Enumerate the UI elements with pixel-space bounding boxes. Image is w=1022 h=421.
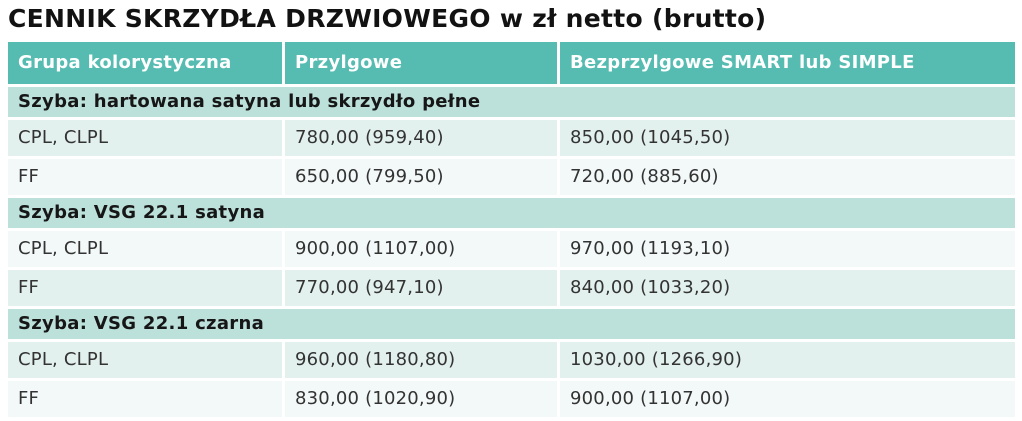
cell-bezprzylgowe: 970,00 (1193,10)	[560, 230, 1015, 267]
cell-przylgowe: 960,00 (1180,80)	[285, 341, 557, 378]
price-table: Grupa kolorystyczna Przylgowe Bezprzylgo…	[5, 39, 1018, 420]
column-header-group: Grupa kolorystyczna	[8, 41, 282, 84]
table-row: CPL, CLPL 960,00 (1180,80) 1030,00 (1266,9…	[8, 341, 1015, 378]
table-row: FF 770,00 (947,10) 840,00 (1033,20)	[8, 269, 1015, 306]
cell-bezprzylgowe: 840,00 (1033,20)	[560, 269, 1015, 306]
column-header-przylgowe: Przylgowe	[285, 41, 557, 84]
section-header: Szyba: VSG 22.1 satyna	[8, 197, 1015, 228]
cell-group: CPL, CLPL	[8, 119, 282, 156]
page-title: CENNIK SKRZYDŁA DRZWIOWEGO w zł netto (b…	[8, 4, 767, 33]
cell-group: CPL, CLPL	[8, 341, 282, 378]
table-row: FF 650,00 (799,50) 720,00 (885,60)	[8, 158, 1015, 195]
table-row: CPL, CLPL 780,00 (959,40) 850,00 (1045,50)	[8, 119, 1015, 156]
section-row: Szyba: hartowana satyna lub skrzydło peł…	[8, 86, 1015, 117]
table-row: CPL, CLPL 900,00 (1107,00) 970,00 (1193,10…	[8, 230, 1015, 267]
cell-bezprzylgowe: 720,00 (885,60)	[560, 158, 1015, 195]
table-header-row: Grupa kolorystyczna Przylgowe Bezprzylgo…	[8, 41, 1015, 84]
price-table-body: Szyba: hartowana satyna lub skrzydło peł…	[8, 86, 1015, 417]
section-row: Szyba: VSG 22.1 satyna	[8, 197, 1015, 228]
column-header-bezprzylgowe: Bezprzylgowe SMART lub SIMPLE	[560, 41, 1015, 84]
cell-group: CPL, CLPL	[8, 230, 282, 267]
cell-przylgowe: 900,00 (1107,00)	[285, 230, 557, 267]
section-row: Szyba: VSG 22.1 czarna	[8, 308, 1015, 339]
cell-przylgowe: 830,00 (1020,90)	[285, 380, 557, 417]
cell-bezprzylgowe: 900,00 (1107,00)	[560, 380, 1015, 417]
table-row: FF 830,00 (1020,90) 900,00 (1107,00)	[8, 380, 1015, 417]
cell-przylgowe: 780,00 (959,40)	[285, 119, 557, 156]
cell-group: FF	[8, 269, 282, 306]
cell-group: FF	[8, 380, 282, 417]
section-header: Szyba: hartowana satyna lub skrzydło peł…	[8, 86, 1015, 117]
cell-przylgowe: 650,00 (799,50)	[285, 158, 557, 195]
cell-bezprzylgowe: 850,00 (1045,50)	[560, 119, 1015, 156]
cell-group: FF	[8, 158, 282, 195]
cell-bezprzylgowe: 1030,00 (1266,90)	[560, 341, 1015, 378]
price-list-page: CENNIK SKRZYDŁA DRZWIOWEGO w zł netto (b…	[0, 4, 1022, 421]
section-header: Szyba: VSG 22.1 czarna	[8, 308, 1015, 339]
cell-przylgowe: 770,00 (947,10)	[285, 269, 557, 306]
